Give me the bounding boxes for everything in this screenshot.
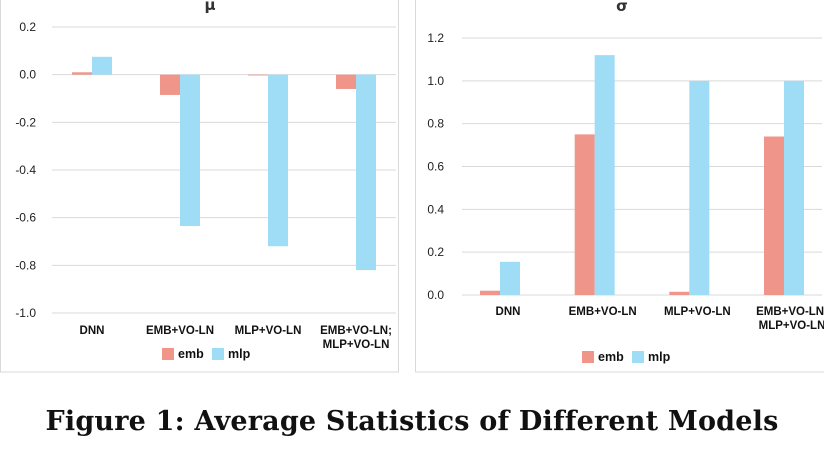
x-tick-label-line: EMB+VO-LN;	[756, 306, 824, 318]
bar-emb	[669, 291, 690, 295]
y-tick-label: 0.2	[427, 245, 444, 259]
y-tick-label: 1.0	[427, 74, 444, 88]
bar-mlp	[784, 80, 804, 295]
legend-label-emb: emb	[178, 347, 204, 361]
legend-swatch-mlp	[212, 348, 224, 360]
bar-emb	[248, 74, 268, 76]
x-tick-label-line: MLP+VO-LN	[323, 339, 390, 351]
y-tick-label: 0.0	[427, 288, 444, 302]
legend-label-mlp: mlp	[228, 347, 251, 361]
panel-border	[415, 0, 824, 373]
figure-caption: Figure 1: Average Statistics of Differen…	[45, 406, 779, 437]
bar-emb	[160, 74, 180, 95]
y-tick-label: -1.0	[15, 306, 36, 320]
y-tick-label: -0.4	[15, 163, 36, 177]
y-tick-label: -0.2	[15, 115, 36, 129]
chart-title: μ	[204, 0, 215, 14]
x-tick-label-line: EMB+VO-LN	[569, 306, 637, 318]
chart-panel-mu: 0.2 0.0 -0.2 -0.4 -0.6 -0.8 -1.0 μ DNN EMB+VO-LN M…	[0, 0, 399, 373]
x-tick-label: MLP+VO-LN	[235, 325, 302, 337]
x-tick-label: DNN	[496, 306, 521, 318]
x-tick-label: EMB+VO-LN; MLP+VO-LN	[756, 306, 824, 332]
x-tick-label-line: EMB+VO-LN;	[320, 325, 392, 337]
y-tick-label: 0.0	[19, 68, 36, 82]
legend-swatch-emb	[582, 351, 594, 363]
bar-mlp	[594, 55, 615, 296]
bar-emb	[574, 134, 595, 295]
x-tick-label: MLP+VO-LN	[664, 306, 731, 318]
bar-emb	[764, 136, 784, 295]
bar-mlp	[689, 80, 710, 295]
legend-swatch-mlp	[632, 351, 644, 363]
chart-title: σ	[616, 0, 628, 15]
x-tick-label-line: EMB+VO-LN	[146, 325, 214, 337]
x-tick-label: EMB+VO-LN	[569, 306, 637, 318]
x-tick-label-line: MLP+VO-LN	[664, 306, 731, 318]
legend-label-mlp: mlp	[648, 350, 671, 364]
bar-mlp	[500, 261, 520, 295]
x-tick-label-line: MLP+VO-LN	[235, 325, 302, 337]
x-tick-label-line: DNN	[496, 306, 521, 318]
y-tick-label: 0.8	[427, 117, 444, 131]
y-tick-label: -0.8	[15, 258, 36, 272]
bar-emb	[480, 290, 500, 295]
x-tick-label: DNN	[80, 325, 105, 337]
y-tick-label: 0.2	[19, 20, 36, 34]
y-tick-label: 0.6	[427, 160, 444, 174]
bar-mlp	[356, 74, 376, 271]
legend-swatch-emb	[162, 348, 174, 360]
y-tick-label: 1.2	[427, 31, 444, 45]
y-tick-label: -0.6	[15, 211, 36, 225]
bar-mlp	[268, 74, 288, 247]
legend-label-emb: emb	[598, 350, 624, 364]
bar-mlp	[180, 74, 200, 227]
panel-border	[0, 0, 399, 373]
x-tick-label-line: DNN	[80, 325, 105, 337]
chart-panel-sigma: 1.2 1.0 0.8 0.6 0.4 0.2 0.0 σ DNN EMB+VO-LN MLP+VO…	[415, 0, 824, 373]
bar-emb	[336, 74, 356, 89]
x-tick-label: EMB+VO-LN	[146, 325, 214, 337]
bar-mlp	[92, 56, 112, 75]
y-tick-label: 0.4	[427, 202, 444, 216]
bar-emb	[72, 72, 92, 75]
x-tick-label: EMB+VO-LN; MLP+VO-LN	[320, 325, 392, 351]
x-tick-label-line: MLP+VO-LN	[759, 320, 824, 332]
